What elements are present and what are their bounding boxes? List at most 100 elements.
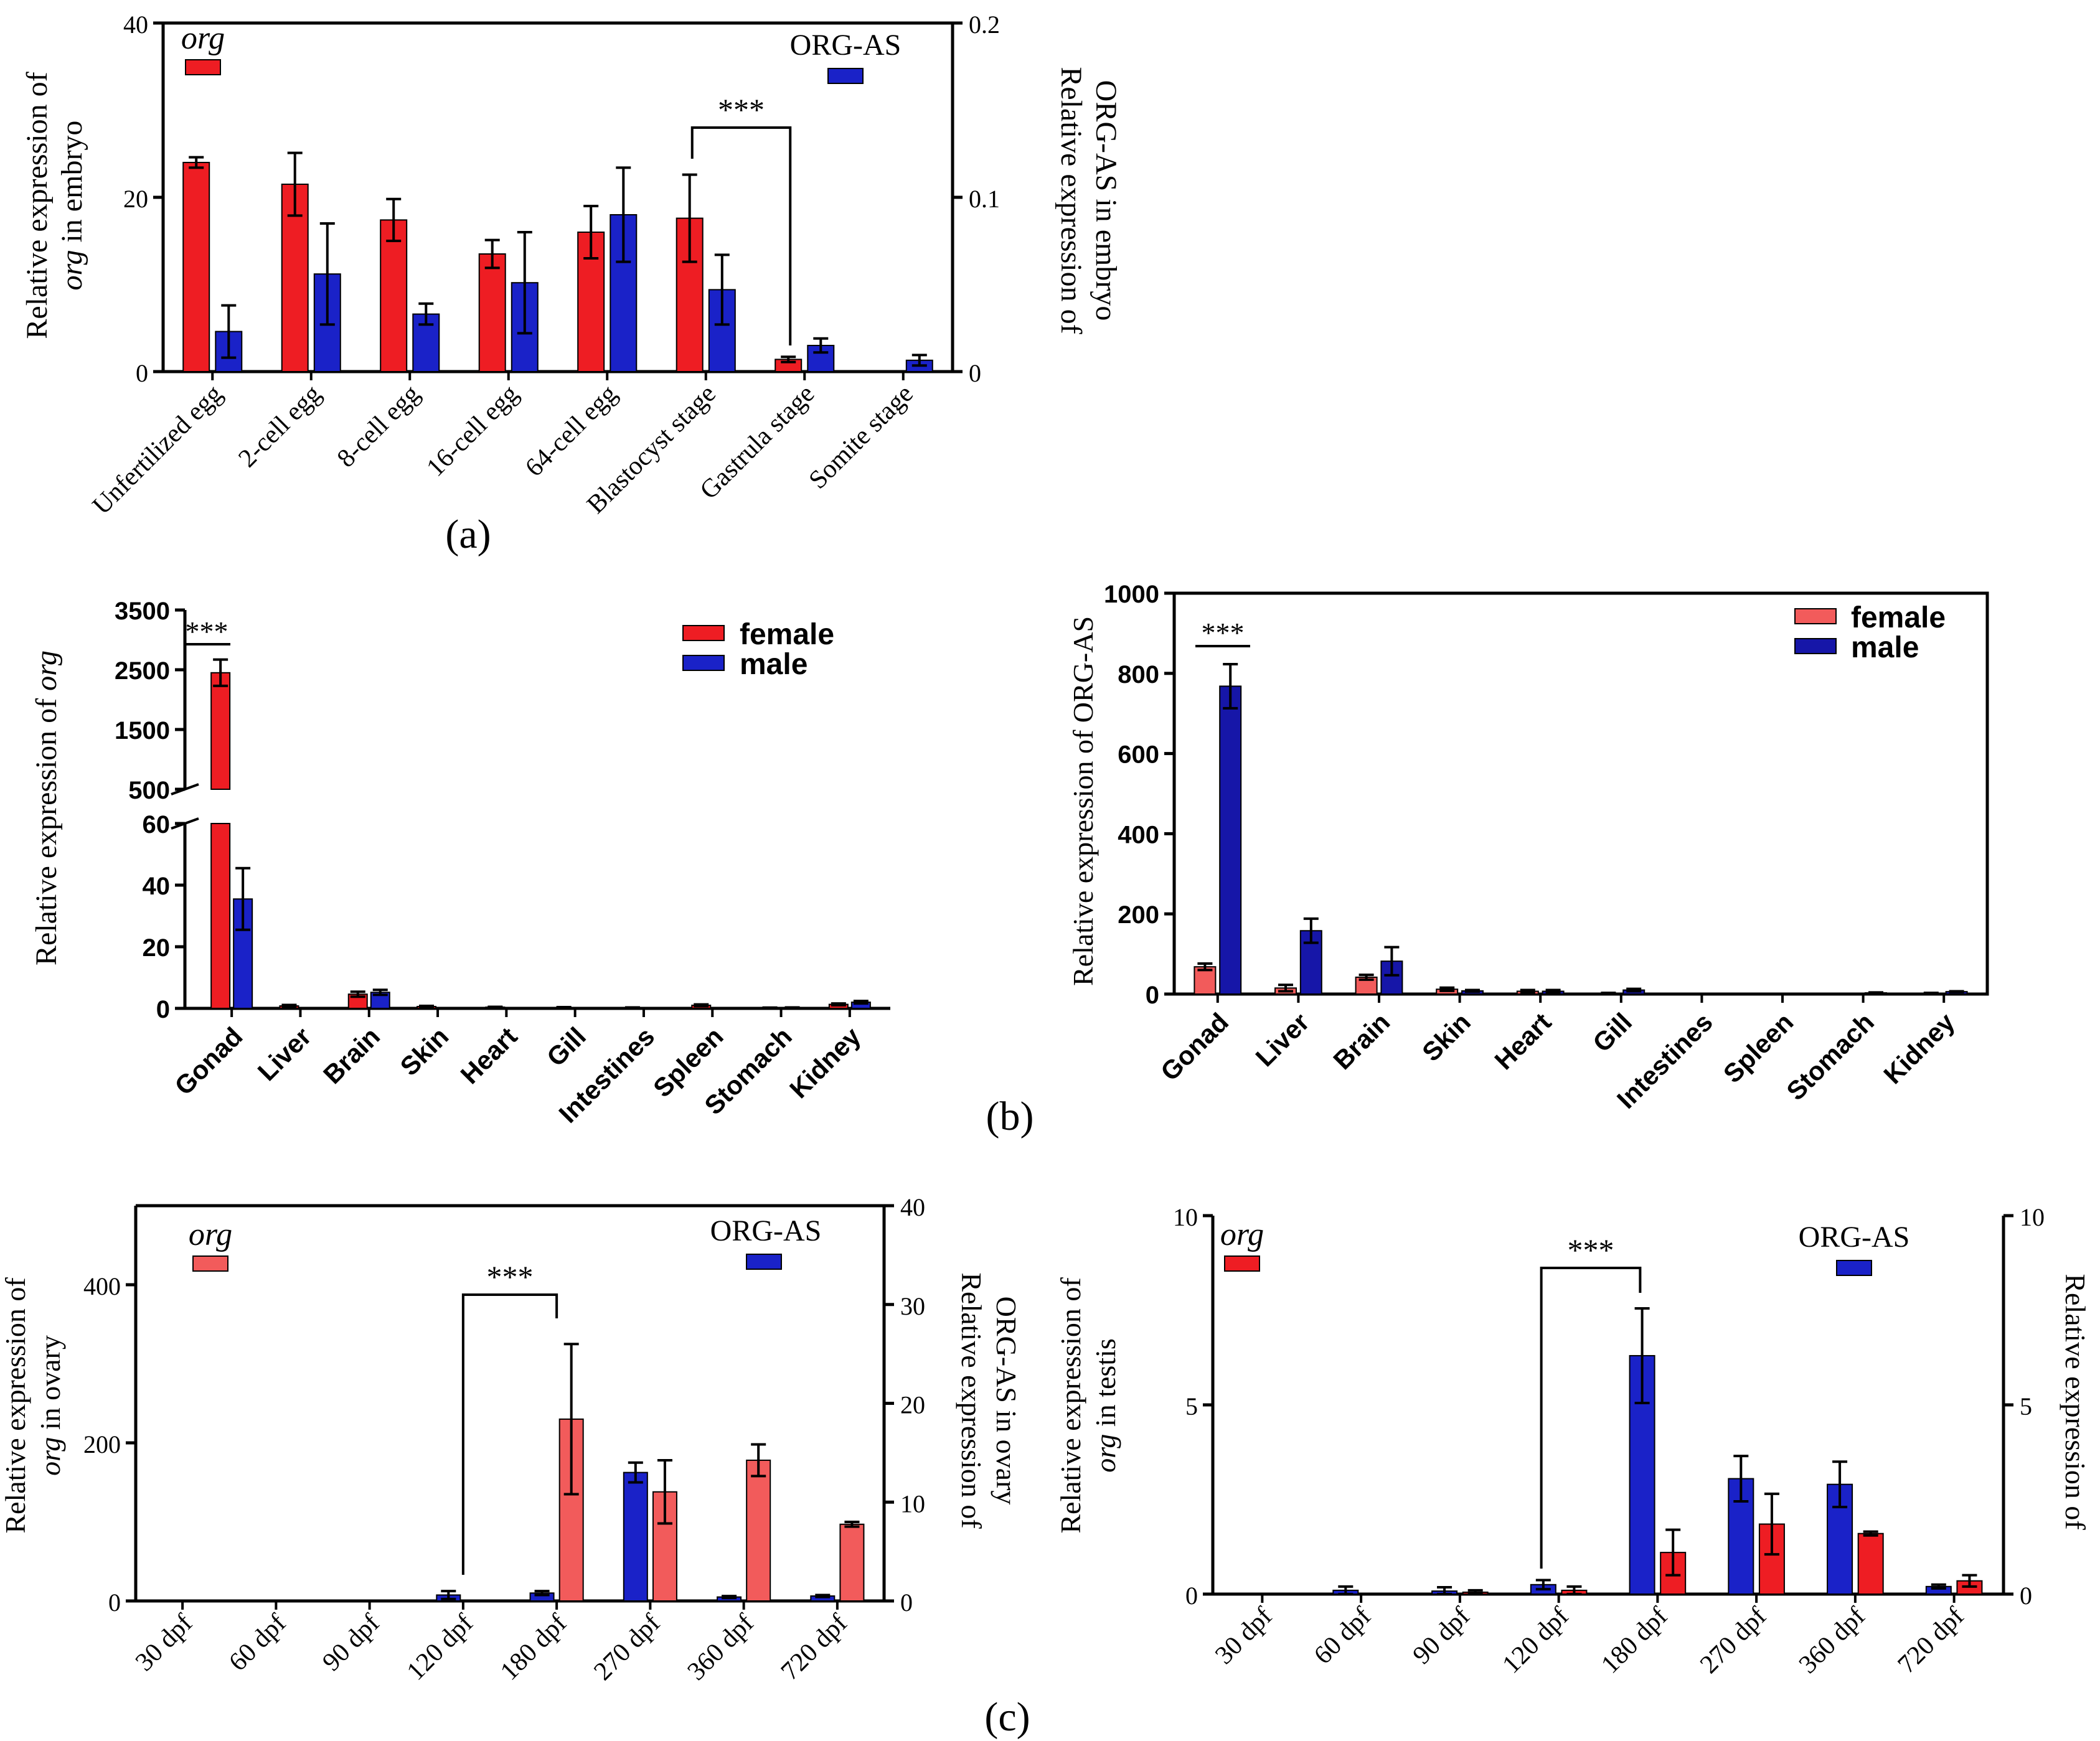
legend-male-swatch	[682, 655, 725, 671]
legend-female-label: female	[740, 618, 834, 651]
y2-axis-label: Relative expression of ORG-AS in testis	[2060, 1274, 2100, 1530]
bar-org-2	[380, 219, 408, 372]
y-axis-label-line: Relative expression of	[0, 1277, 31, 1534]
y-tick-label: 40	[143, 873, 171, 900]
x-tick-label: Gonad	[169, 1021, 248, 1100]
legend-female-swatch	[682, 625, 725, 641]
significance-bracket	[690, 126, 792, 345]
y-axis-label-line: org in testis	[1090, 1338, 1121, 1473]
chart-c_testis: 0 5 10 0 5 10 30 dpf 60 dpf 90 dpf 120 dpf 180 dpf…	[1055, 1203, 2100, 1679]
y-tick-label: 5	[1185, 1392, 1198, 1420]
y-axis-label: Relative expression of org in ovary	[0, 1277, 66, 1534]
x-tick-label: 30 dpf	[1210, 1602, 1278, 1670]
x-tick-label: Somite stage	[804, 380, 919, 495]
x-tick-label: 720 dpf	[776, 1609, 853, 1686]
y-axis-label-text: Relative expression of org	[30, 650, 63, 965]
chart-b_org: 0 20 40 60 500 1500 2500 3500 Gonad Liver Brain Ski…	[30, 598, 890, 1129]
legend-org-swatch	[192, 1255, 228, 1272]
x-tick-label: Skin	[394, 1021, 454, 1081]
x-tick-label: Liver	[252, 1021, 317, 1086]
panel-label-b: (b)	[986, 1094, 1034, 1139]
chart-b_orgas: 0 200 400 600 800 1000 Gonad Liver Brain Skin Hear…	[1067, 581, 1989, 1114]
legend-org-swatch	[1224, 1255, 1260, 1272]
bar-female-0	[1194, 966, 1217, 995]
y2-axis-label: Relative expression of ORG-AS in embryo	[1055, 67, 1123, 334]
y-tick-label: 500	[128, 777, 170, 804]
y2-tick-label: 10	[900, 1490, 925, 1518]
y2-tick-label: 0	[969, 359, 981, 387]
bar-org-7	[839, 1523, 865, 1602]
y2-tick-label: 30	[900, 1292, 925, 1320]
bar-female-7	[1758, 993, 1781, 995]
bar-org-6	[1857, 1532, 1884, 1595]
x-tick-label: Gill	[541, 1021, 591, 1072]
legend-org-label: org	[189, 1217, 232, 1252]
significance-bracket	[1540, 1267, 1642, 1569]
bar-org-as-5	[623, 1471, 648, 1602]
y-tick-label: 0	[156, 996, 170, 1023]
y-tick-label: 1500	[115, 717, 170, 744]
panel-label-c: (c)	[984, 1694, 1030, 1740]
x-tick-label: 360 dpf	[682, 1609, 760, 1686]
y-tick-label: 20	[123, 185, 148, 213]
x-tick-label: 270 dpf	[588, 1609, 666, 1686]
y2-tick-label: 0	[900, 1588, 913, 1617]
bar-male-6	[1703, 993, 1726, 995]
significance-bracket	[461, 1293, 558, 1575]
y-tick-label: 2500	[115, 657, 170, 685]
panel-label-a: (a)	[445, 512, 491, 557]
axes-frame	[1211, 1216, 2005, 1596]
y-tick-label: 0	[108, 1588, 121, 1617]
x-tick-label: Liver	[1250, 1007, 1315, 1072]
y2-axis-label-line: Relative expression of	[1055, 67, 1088, 334]
x-tick-label: Kidney	[1878, 1007, 1961, 1090]
x-tick-label: 180 dpf	[1596, 1602, 1673, 1679]
y-tick-label: 600	[1118, 741, 1159, 769]
y2-tick-label: 5	[2020, 1392, 2032, 1420]
x-tick-label: Heart	[1489, 1007, 1556, 1075]
legend-orgas-label: ORG-AS	[790, 29, 902, 62]
chart-c_ovary: 0 200 400 0 10 20 30 40 30 dpf 60 dpf 90 dpf 120 dp…	[0, 1193, 1022, 1686]
legend-orgas-swatch	[1836, 1260, 1872, 1276]
y2-tick-label: 0.1	[969, 185, 1000, 213]
legend-female-swatch	[1794, 608, 1837, 624]
legend-org-label: org	[181, 21, 225, 56]
x-tick-label: Spleen	[1718, 1007, 1799, 1089]
legend-male-label: male	[740, 648, 808, 681]
x-tick-label: Heart	[455, 1021, 523, 1089]
y-tick-label: 40	[123, 11, 148, 39]
y-axis-label: Relative expression of org	[30, 650, 63, 965]
significance-label: ***	[186, 616, 228, 647]
legend-male-label: male	[1851, 631, 1919, 664]
y2-tick-label: 0	[2020, 1582, 2032, 1610]
y-tick-label: 0	[1146, 982, 1159, 1009]
y-axis-label-line: Relative expression of	[21, 72, 54, 339]
y2-axis-label-line: Relative expression of	[2060, 1274, 2091, 1530]
legend-female-label: female	[1851, 601, 1946, 634]
x-tick-label: 90 dpf	[1408, 1602, 1476, 1670]
y-tick-label: 400	[83, 1272, 121, 1300]
bar-org-3	[478, 253, 506, 372]
x-tick-label: Gonad	[1155, 1007, 1234, 1086]
y2-axis-label-line: ORG-AS in embryo	[1090, 80, 1123, 321]
y-axis-label-line: org in embryo	[55, 121, 88, 291]
legend-org-label: org	[1220, 1217, 1264, 1252]
x-tick-label: Brain	[1327, 1007, 1395, 1075]
bar-female-0-lower	[210, 823, 231, 1009]
bar-org-0	[182, 162, 210, 372]
y-axis-label-line: Relative expression of	[1055, 1277, 1086, 1534]
bar-org-6	[746, 1459, 771, 1602]
x-tick-label: 16-cell egg	[421, 380, 524, 482]
x-tick-label: 180 dpf	[495, 1609, 572, 1686]
y2-axis-label-line: ORG-AS in testis	[2094, 1301, 2100, 1503]
y-tick-label: 0	[1185, 1582, 1198, 1610]
y-axis-label: Relative expression of org in testis	[1055, 1277, 1121, 1534]
y-axis-label-line: org in ovary	[34, 1335, 66, 1476]
legend-orgas-swatch	[827, 68, 864, 84]
x-tick-label: Stomach	[1781, 1007, 1880, 1106]
legend-org-swatch	[185, 59, 221, 75]
x-tick-label: Kidney	[784, 1021, 867, 1104]
y2-axis-label: Relative expression of ORG-AS in ovary	[956, 1272, 1022, 1529]
